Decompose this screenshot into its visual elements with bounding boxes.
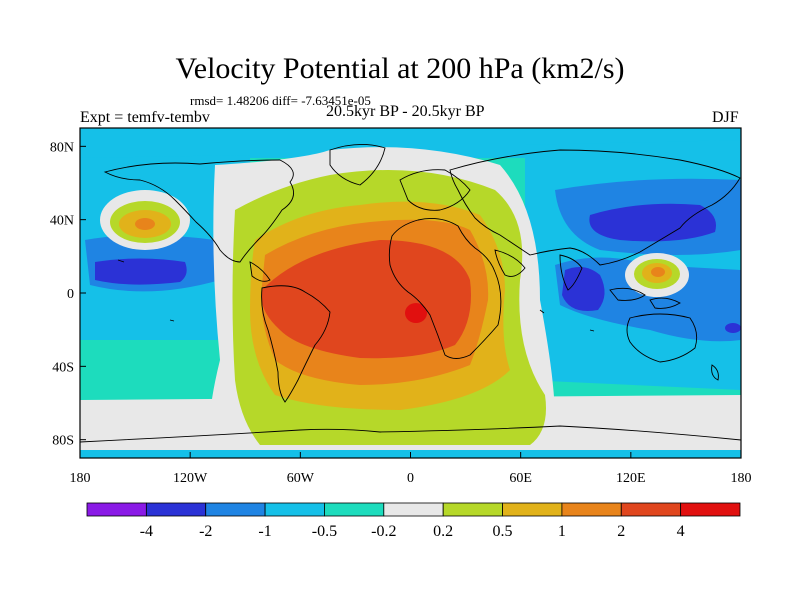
colorbar-label: -2 bbox=[199, 523, 212, 540]
y-tick-label: 80N bbox=[50, 140, 74, 155]
y-tick-label: 40N bbox=[50, 214, 74, 229]
map-axes: 180 120W 60W 0 60E 120E 180 80N 40N 0 40S 80S bbox=[50, 140, 752, 486]
colorbar-label: 0.2 bbox=[433, 523, 453, 540]
colorbar-label: -0.5 bbox=[312, 523, 337, 540]
colorbar-label: -4 bbox=[140, 523, 153, 540]
coastlines bbox=[80, 144, 741, 443]
season-label: DJF bbox=[712, 109, 739, 126]
y-tick-label: 40S bbox=[52, 360, 74, 375]
colorbar-swatch bbox=[145, 502, 207, 517]
colorbar-swatch bbox=[324, 502, 385, 517]
x-tick-label: 0 bbox=[407, 471, 414, 486]
colorbar-swatch bbox=[205, 502, 266, 517]
plot-title: Velocity Potential at 200 hPa (km2/s) bbox=[175, 52, 625, 85]
period-label: 20.5kyr BP - 20.5kyr BP bbox=[326, 103, 485, 120]
contour-fill bbox=[80, 128, 741, 458]
colorbar: -4 -2 -1 -0.5 -0.2 0.2 0.5 1 2 4 bbox=[86, 502, 741, 540]
colorbar-label: 0.5 bbox=[493, 523, 513, 540]
x-tick-label: 180 bbox=[70, 471, 91, 486]
x-tick-label: 120E bbox=[616, 471, 646, 486]
experiment-label: Expt = temfv-tembv bbox=[80, 109, 210, 126]
colorbar-label: -0.2 bbox=[371, 523, 396, 540]
colorbar-swatch bbox=[383, 502, 444, 517]
colorbar-label: 2 bbox=[617, 523, 625, 540]
y-tick-label: 80S bbox=[52, 434, 74, 449]
y-tick-label: 0 bbox=[67, 287, 74, 302]
x-tick-label: 120W bbox=[173, 471, 208, 486]
x-tick-label: 60E bbox=[509, 471, 532, 486]
colorbar-label: 4 bbox=[677, 523, 685, 540]
x-tick-label: 180 bbox=[731, 471, 752, 486]
stats-label: rmsd= 1.48206 diff= -7.63451e-05 bbox=[190, 93, 371, 108]
colorbar-swatch bbox=[620, 502, 682, 517]
colorbar-swatch bbox=[264, 502, 325, 517]
x-tick-label: 60W bbox=[287, 471, 315, 486]
colorbar-swatch bbox=[502, 502, 563, 517]
colorbar-swatch bbox=[442, 502, 503, 517]
colorbar-label: 1 bbox=[558, 523, 566, 540]
colorbar-label: -1 bbox=[258, 523, 271, 540]
colorbar-swatch bbox=[86, 502, 147, 517]
colorbar-swatch bbox=[561, 502, 622, 517]
colorbar-swatch bbox=[680, 502, 741, 517]
